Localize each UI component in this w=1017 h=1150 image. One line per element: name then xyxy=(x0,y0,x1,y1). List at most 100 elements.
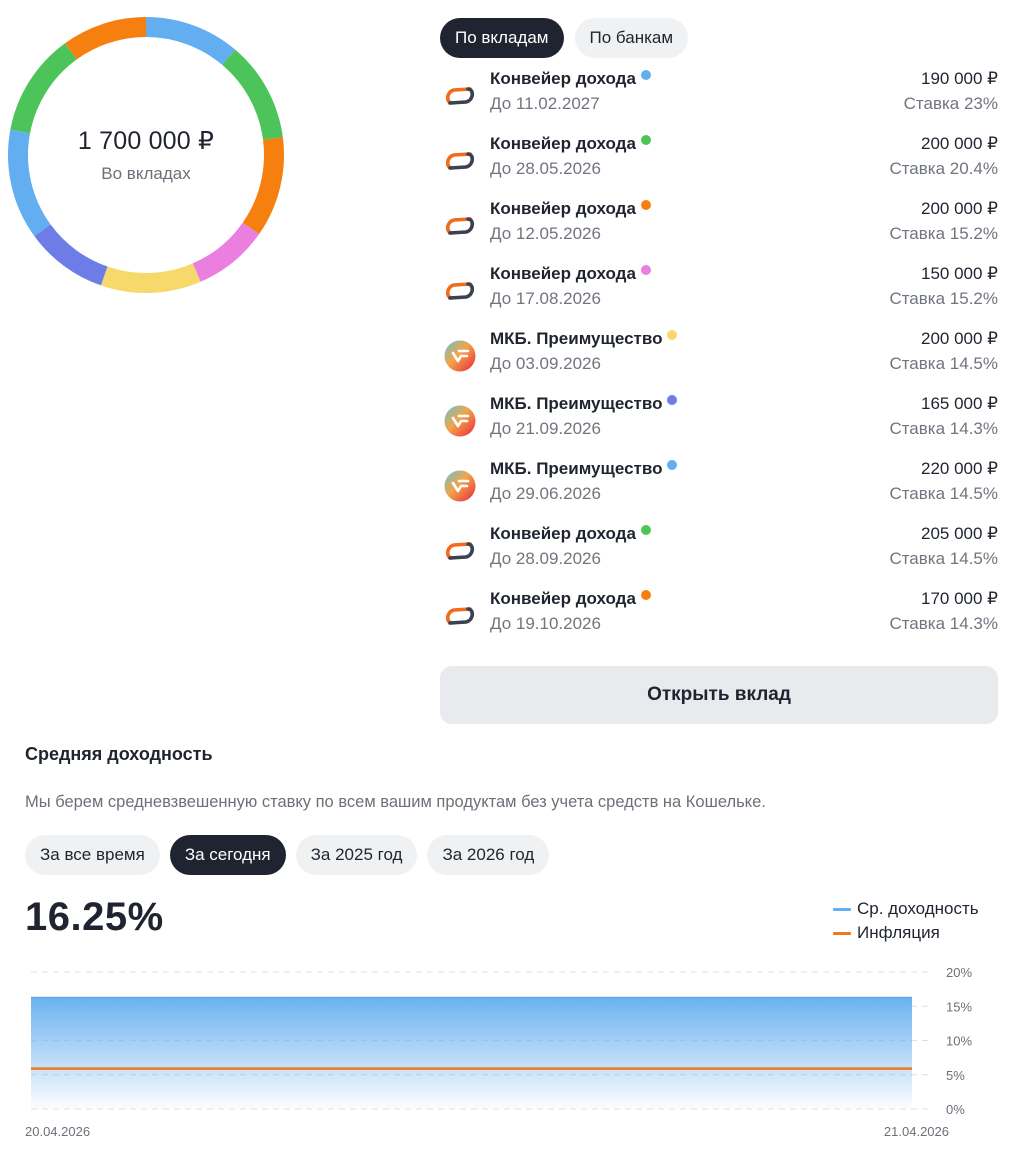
y-tick-label: 20% xyxy=(946,965,972,980)
conveyor-bank-logo xyxy=(444,210,476,242)
section-title: Средняя доходность xyxy=(25,744,213,764)
conveyor-bank-logo xyxy=(444,145,476,177)
deposit-item[interactable]: Конвейер дохода До 17.08.2026 150 000 ₽ Ста… xyxy=(440,261,998,326)
deposit-end-date: До 21.09.2026 xyxy=(490,419,601,438)
legend-swatch-yield xyxy=(833,907,851,911)
deposit-name-text: Конвейер дохода xyxy=(490,199,636,218)
deposit-end-date: До 28.09.2026 xyxy=(490,549,601,568)
deposit-amount: 200 000 ₽ xyxy=(921,199,998,218)
conveyor-bank-logo xyxy=(444,535,476,567)
y-tick-label: 0% xyxy=(946,1102,965,1117)
deposit-end-date: До 28.05.2026 xyxy=(490,159,601,178)
chart-legend: Ср. доходность Инфляция xyxy=(833,897,979,945)
tab-by-deposits[interactable]: По вкладам xyxy=(440,18,564,58)
donut-segment xyxy=(34,224,108,286)
deposit-rate: Ставка 20.4% xyxy=(889,159,998,178)
deposit-end-date: До 17.08.2026 xyxy=(490,289,601,308)
section-description: Мы берем средневзвешенную ставку по всем… xyxy=(25,793,766,811)
deposit-item[interactable]: Конвейер дохода До 28.09.2026 205 000 ₽ Ста… xyxy=(440,521,998,586)
deposit-amount: 150 000 ₽ xyxy=(921,264,998,283)
donut-segment xyxy=(242,137,284,235)
mkb-bank-logo xyxy=(444,405,476,437)
period-tab-today[interactable]: За сегодня xyxy=(169,835,286,875)
deposit-list: Конвейер дохода До 11.02.2027 190 000 ₽ Ста… xyxy=(440,66,998,651)
legend-item-inflation: Инфляция xyxy=(833,921,979,945)
deposit-item[interactable]: МКБ. Преимущество До 29.06.2026 220 000 ₽ С… xyxy=(440,456,998,521)
deposit-name: Конвейер дохода xyxy=(490,69,651,89)
deposit-rate: Ставка 14.5% xyxy=(889,549,998,568)
deposit-color-dot xyxy=(640,590,651,600)
legend-label-yield: Ср. доходность xyxy=(857,899,979,918)
deposit-rate: Ставка 23% xyxy=(903,94,998,113)
deposit-name: МКБ. Преимущество xyxy=(490,394,678,414)
deposit-amount: 190 000 ₽ xyxy=(921,69,998,88)
deposit-color-dot xyxy=(640,70,651,80)
deposit-name: МКБ. Преимущество xyxy=(490,459,678,479)
deposit-name: Конвейер дохода xyxy=(490,589,651,609)
deposit-name-text: Конвейер дохода xyxy=(490,69,636,88)
donut-segment xyxy=(222,49,283,141)
x-tick-label: 21.04.2026 xyxy=(884,1124,949,1139)
deposit-color-dot xyxy=(640,265,651,275)
deposit-rate: Ставка 14.3% xyxy=(889,614,998,633)
donut-center: 1 700 000 ₽ Во вкладах xyxy=(8,17,284,293)
deposit-name-text: Конвейер дохода xyxy=(490,524,636,543)
deposit-color-dot xyxy=(667,460,678,470)
deposit-rate: Ставка 14.5% xyxy=(889,484,998,503)
view-tabs: По вкладам По банкам xyxy=(440,18,689,58)
deposit-amount: 200 000 ₽ xyxy=(921,329,998,348)
deposit-color-dot xyxy=(640,200,651,210)
deposit-color-dot xyxy=(667,395,678,405)
yield-chart: 0% 5% 10% 15% 20% 20.04.2026 21.04.2026 xyxy=(25,965,972,1139)
yield-area xyxy=(31,997,912,1109)
open-deposit-button[interactable]: Открыть вклад xyxy=(440,666,998,724)
period-tabs: За все время За сегодня За 2025 год За 2… xyxy=(25,835,550,875)
deposit-name: Конвейер дохода xyxy=(490,134,651,154)
donut-segment xyxy=(100,263,201,293)
deposit-item[interactable]: Конвейер дохода До 11.02.2027 190 000 ₽ Ста… xyxy=(440,66,998,131)
deposit-name-text: Конвейер дохода xyxy=(490,589,636,608)
deposit-amount: 205 000 ₽ xyxy=(921,524,998,543)
deposit-name: Конвейер дохода xyxy=(490,199,651,219)
donut-segment xyxy=(8,129,51,237)
deposit-end-date: До 11.02.2027 xyxy=(490,94,600,113)
deposit-color-dot xyxy=(640,135,651,145)
deposit-end-date: До 29.06.2026 xyxy=(490,484,601,503)
deposit-name-text: МКБ. Преимущество xyxy=(490,394,663,413)
deposit-name-text: МКБ. Преимущество xyxy=(490,459,663,478)
deposit-item[interactable]: Конвейер дохода До 12.05.2026 200 000 ₽ Ста… xyxy=(440,196,998,261)
donut-segment xyxy=(192,222,260,282)
legend-label-inflation: Инфляция xyxy=(857,923,940,942)
y-tick-label: 10% xyxy=(946,1034,972,1049)
period-tab-all-time[interactable]: За все время xyxy=(25,835,160,875)
donut-segment xyxy=(64,17,147,60)
deposit-item[interactable]: Конвейер дохода До 19.10.2026 170 000 ₽ Ста… xyxy=(440,586,998,651)
deposit-name-text: Конвейер дохода xyxy=(490,134,636,153)
deposit-rate: Ставка 14.3% xyxy=(889,419,998,438)
tab-by-banks[interactable]: По банкам xyxy=(574,18,689,58)
legend-item-yield: Ср. доходность xyxy=(833,897,979,921)
deposit-name-text: Конвейер дохода xyxy=(490,264,636,283)
deposit-item[interactable]: МКБ. Преимущество До 21.09.2026 165 000 ₽ С… xyxy=(440,391,998,456)
conveyor-bank-logo xyxy=(444,80,476,112)
period-tab-2026[interactable]: За 2026 год xyxy=(427,835,550,875)
y-tick-label: 15% xyxy=(946,999,972,1014)
period-tab-2025[interactable]: За 2025 год xyxy=(295,835,418,875)
deposit-color-dot xyxy=(640,525,651,535)
legend-swatch-inflation xyxy=(833,931,851,935)
conveyor-bank-logo xyxy=(444,275,476,307)
deposit-name: Конвейер дохода xyxy=(490,264,651,284)
conveyor-bank-logo xyxy=(444,600,476,632)
y-tick-label: 5% xyxy=(946,1068,965,1083)
deposit-end-date: До 19.10.2026 xyxy=(490,614,601,633)
deposit-name: МКБ. Преимущество xyxy=(490,329,678,349)
deposit-rate: Ставка 15.2% xyxy=(889,224,998,243)
donut-segment xyxy=(10,43,77,134)
deposit-amount: 165 000 ₽ xyxy=(921,394,998,413)
x-tick-label: 20.04.2026 xyxy=(25,1124,90,1139)
total-caption: Во вкладах xyxy=(101,164,191,183)
deposit-item[interactable]: Конвейер дохода До 28.05.2026 200 000 ₽ Ста… xyxy=(440,131,998,196)
total-amount: 1 700 000 ₽ xyxy=(77,127,215,155)
deposit-item[interactable]: МКБ. Преимущество До 03.09.2026 200 000 ₽ С… xyxy=(440,326,998,391)
deposit-amount: 220 000 ₽ xyxy=(921,459,998,478)
